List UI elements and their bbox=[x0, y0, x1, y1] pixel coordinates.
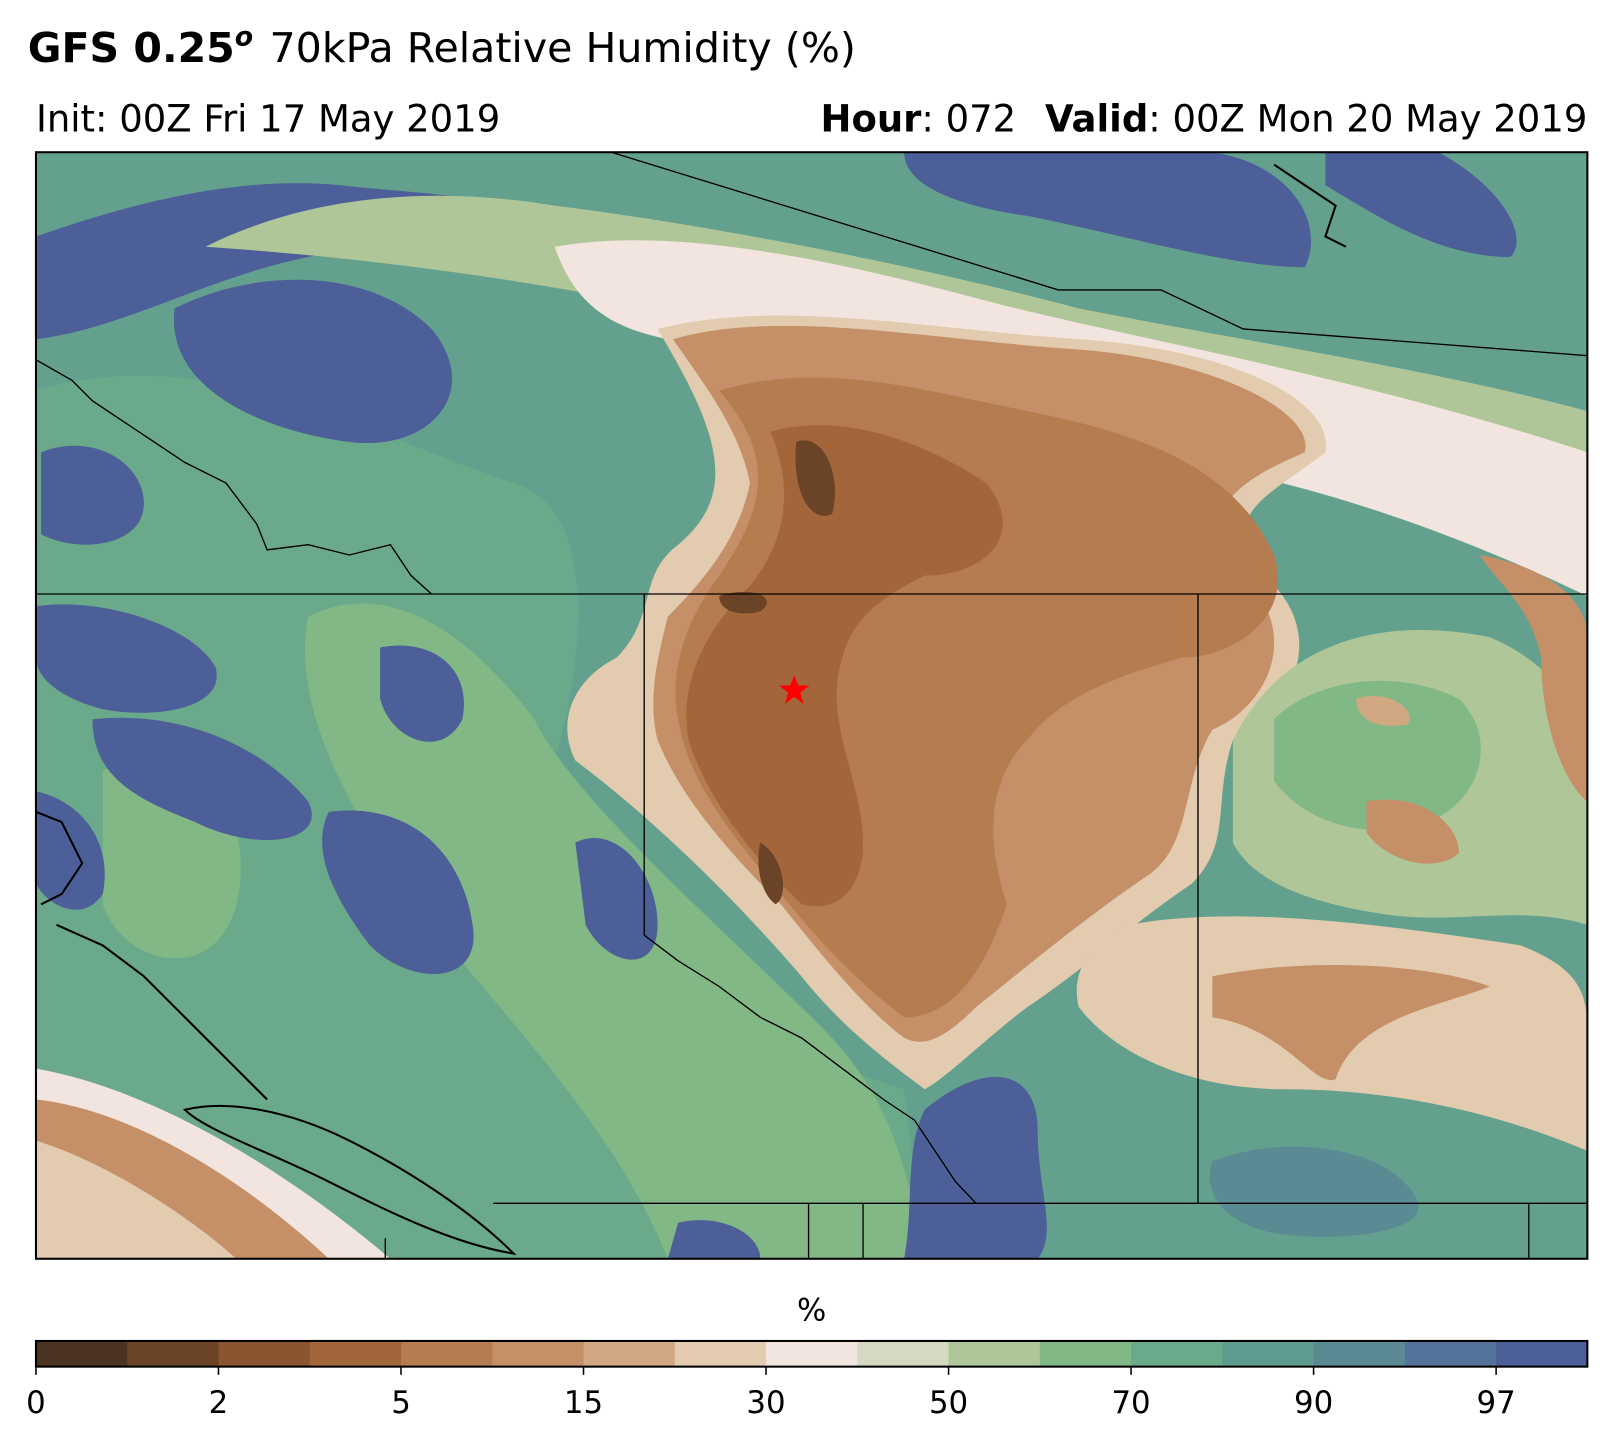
humidity-field bbox=[575, 838, 658, 960]
humidity-field bbox=[35, 1140, 237, 1259]
humidity-field bbox=[41, 445, 144, 545]
colorbar-segment bbox=[127, 1340, 219, 1367]
colorbar-segment bbox=[35, 1340, 128, 1367]
colorbar-segment bbox=[766, 1340, 858, 1367]
colorbar-segment bbox=[674, 1340, 767, 1367]
humidity-field bbox=[35, 791, 105, 910]
colorbar-segment bbox=[1496, 1340, 1588, 1367]
map bbox=[35, 152, 1588, 1259]
colorbar-tick-label: 30 bbox=[746, 1385, 785, 1421]
title-bold: GFS 0.25 bbox=[28, 24, 235, 72]
colorbar: 0 2 5 15 30 50 70 90 97 bbox=[26, 1340, 1588, 1421]
borders bbox=[35, 152, 1588, 1259]
colorbar-segment bbox=[948, 1340, 1041, 1367]
colorbar-frame bbox=[34, 1339, 1589, 1368]
humidity-field bbox=[686, 425, 1003, 907]
colorbar-segment bbox=[309, 1340, 402, 1367]
colorbar-segment bbox=[218, 1340, 311, 1367]
humidity-field bbox=[1274, 680, 1481, 831]
colorbar-segment bbox=[400, 1340, 493, 1367]
colorbar-tick-label: 2 bbox=[209, 1385, 229, 1421]
colorbar-tick-label: 0 bbox=[26, 1385, 46, 1421]
colorbar-segment bbox=[1404, 1340, 1497, 1367]
humidity-field bbox=[173, 279, 453, 444]
humidity-field bbox=[904, 152, 1311, 268]
colorbar-segment bbox=[857, 1340, 950, 1367]
colorbar-tick-label: 50 bbox=[929, 1385, 968, 1421]
humidity-field bbox=[1325, 152, 1517, 258]
humidity-field bbox=[795, 440, 835, 516]
humidity-field bbox=[667, 1220, 761, 1259]
colorbar-label: % bbox=[797, 1292, 826, 1328]
humidity-field bbox=[719, 591, 767, 614]
humidity-field bbox=[1212, 965, 1490, 1081]
humidity-field bbox=[380, 645, 464, 742]
colorbar-tick-label: 15 bbox=[564, 1385, 603, 1421]
humidity-field bbox=[758, 842, 784, 905]
colorbar-tick-label: 70 bbox=[1111, 1385, 1150, 1421]
hour-label: Hour bbox=[821, 98, 923, 141]
colorbar-segment bbox=[583, 1340, 676, 1367]
humidity-field bbox=[322, 810, 474, 975]
humidity-field bbox=[1209, 1146, 1419, 1237]
title-rest: 70kPa Relative Humidity (%) bbox=[270, 24, 856, 72]
humidity-field bbox=[1479, 554, 1588, 802]
map-frame bbox=[34, 151, 1589, 1260]
humidity-field bbox=[35, 604, 217, 713]
humidity-field bbox=[904, 1076, 1047, 1259]
colorbar-segment bbox=[1313, 1340, 1406, 1367]
colorbar-segment bbox=[1222, 1340, 1315, 1367]
title-sup: o bbox=[235, 21, 253, 52]
colorbar-tick-label: 90 bbox=[1294, 1385, 1333, 1421]
humidity-field bbox=[92, 717, 312, 841]
hour-value: : 072 bbox=[921, 98, 1016, 141]
humidity-field bbox=[1366, 799, 1459, 864]
colorbar-tick-label: 5 bbox=[391, 1385, 411, 1421]
title: GFS 0.25o 70kPa Relative Humidity (%) bbox=[28, 21, 856, 71]
init-time: Init: 00Z Fri 17 May 2019 bbox=[36, 98, 500, 141]
valid-time: Hour: 072 Valid: 00Z Mon 20 May 2019 bbox=[821, 98, 1588, 141]
location-marker bbox=[778, 675, 810, 704]
valid-value: : 00Z Mon 20 May 2019 bbox=[1148, 98, 1587, 141]
valid-label: Valid bbox=[1045, 98, 1148, 141]
colorbar-segment bbox=[1039, 1340, 1132, 1367]
colorbar-tick-label: 97 bbox=[1477, 1385, 1516, 1421]
colorbar-segment bbox=[1131, 1340, 1223, 1367]
humidity-field bbox=[1356, 696, 1410, 726]
colorbar-segment bbox=[492, 1340, 585, 1367]
